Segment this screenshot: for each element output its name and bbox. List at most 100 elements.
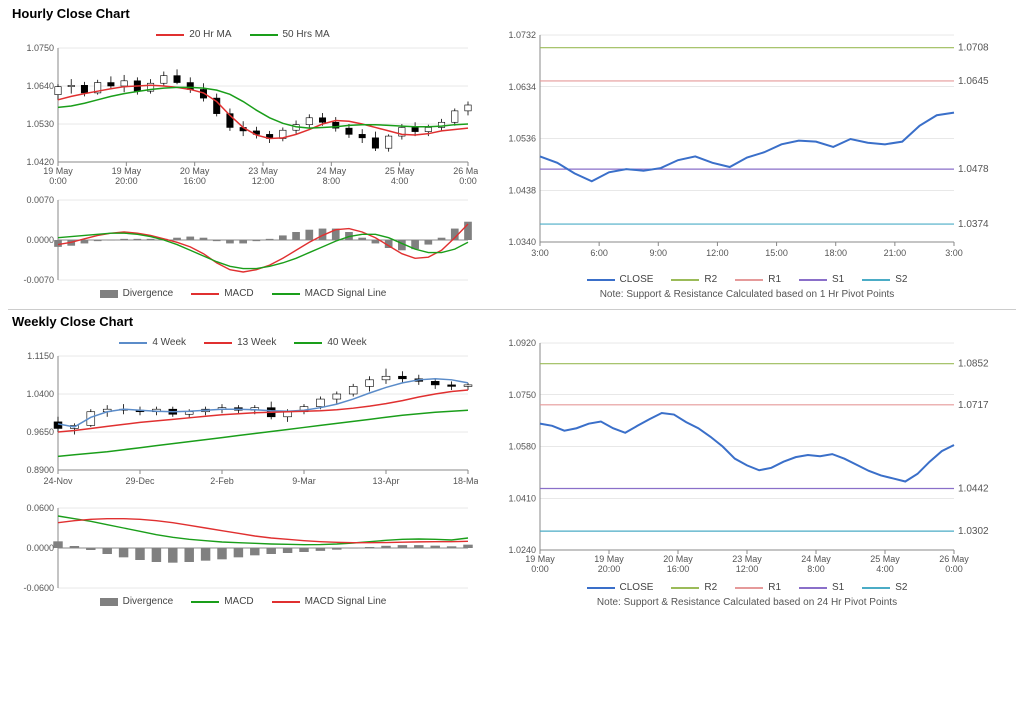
svg-text:0.0000: 0.0000 (26, 235, 54, 245)
legend-label: 50 Hrs MA (283, 29, 330, 40)
hourly-section: Hourly Close Chart 20 Hr MA50 Hrs MA 1.0… (8, 6, 1016, 301)
legend-label: CLOSE (620, 274, 654, 285)
weekly-price-legend: 4 Week 13 Week 40 Week (8, 337, 478, 348)
legend-swatch (191, 601, 219, 603)
legend-item: MACD Signal Line (272, 596, 387, 607)
hourly-macd-chart: -0.0070 0.0000 0.0070 (8, 196, 478, 286)
svg-text:12:00: 12:00 (706, 248, 729, 258)
legend-swatch (587, 587, 615, 589)
svg-text:9:00: 9:00 (650, 248, 668, 258)
svg-text:25 May: 25 May (870, 554, 900, 564)
legend-label: 4 Week (152, 337, 186, 348)
legend-item: S2 (862, 582, 907, 593)
legend-label: Divergence (123, 288, 174, 299)
svg-text:19 May: 19 May (43, 166, 73, 176)
legend-swatch (272, 601, 300, 603)
svg-text:6:00: 6:00 (590, 248, 608, 258)
hourly-row: 20 Hr MA50 Hrs MA 1.04201.05301.06401.07… (8, 27, 1016, 301)
svg-text:1.0442: 1.0442 (958, 484, 989, 495)
hourly-price-legend: 20 Hr MA50 Hrs MA (8, 29, 478, 40)
hourly-macd-legend: Divergence MACD MACD Signal Line (8, 288, 478, 299)
hourly-pivot-chart: 1.03401.04381.05361.06341.07323:006:009:… (492, 27, 1002, 272)
legend-item: MACD (191, 596, 253, 607)
svg-text:18:00: 18:00 (824, 248, 847, 258)
svg-text:19 May: 19 May (112, 166, 142, 176)
legend-label: R1 (768, 582, 781, 593)
hourly-price-chart: 1.04201.05301.06401.075019 May0:0019 May… (8, 42, 478, 192)
svg-text:1.0400: 1.0400 (26, 389, 54, 399)
legend-swatch (272, 293, 300, 295)
weekly-price-chart: 0.89000.96501.04001.115024-Nov29-Dec2-Fe… (8, 350, 478, 500)
legend-swatch (799, 279, 827, 281)
legend-label: R1 (768, 274, 781, 285)
svg-text:1.0536: 1.0536 (508, 134, 536, 144)
legend-label: Divergence (123, 596, 174, 607)
svg-text:1.0717: 1.0717 (958, 400, 989, 411)
legend-item: R1 (735, 582, 781, 593)
legend-label: S1 (832, 274, 844, 285)
svg-text:0.0600: 0.0600 (26, 504, 54, 513)
legend-item: S1 (799, 274, 844, 285)
svg-text:0:00: 0:00 (945, 564, 963, 574)
weekly-pivot-note: Note: Support & Resistance Calculated ba… (492, 597, 1002, 608)
divider (8, 309, 1016, 310)
legend-label: 40 Week (327, 337, 366, 348)
svg-text:1.0580: 1.0580 (508, 442, 536, 452)
legend-label: S1 (832, 582, 844, 593)
svg-text:23 May: 23 May (732, 554, 762, 564)
weekly-section: Weekly Close Chart 4 Week13 Week40 Week … (8, 314, 1016, 609)
weekly-title: Weekly Close Chart (12, 314, 1016, 329)
legend-swatch (735, 279, 763, 281)
svg-text:1.0302: 1.0302 (958, 526, 989, 537)
svg-text:16:00: 16:00 (667, 564, 690, 574)
svg-text:16:00: 16:00 (183, 176, 206, 186)
svg-text:12:00: 12:00 (736, 564, 759, 574)
svg-text:21:00: 21:00 (884, 248, 907, 258)
svg-text:1.0438: 1.0438 (508, 185, 536, 195)
legend-item: CLOSE (587, 582, 654, 593)
svg-text:23 May: 23 May (248, 166, 278, 176)
svg-text:0:00: 0:00 (531, 564, 549, 574)
legend-item: R1 (735, 274, 781, 285)
svg-text:8:00: 8:00 (323, 176, 341, 186)
legend-swatch (671, 279, 699, 281)
hourly-pivot-note: Note: Support & Resistance Calculated ba… (492, 289, 1002, 300)
svg-text:24-Nov: 24-Nov (43, 476, 73, 486)
svg-text:1.0750: 1.0750 (508, 390, 536, 400)
svg-text:0.0070: 0.0070 (26, 196, 54, 205)
legend-label: S2 (895, 582, 907, 593)
legend-label: S2 (895, 274, 907, 285)
hourly-title: Hourly Close Chart (12, 6, 1016, 21)
legend-label: MACD Signal Line (305, 596, 387, 607)
legend-item: 40 Week (294, 337, 366, 348)
legend-swatch (862, 279, 890, 281)
legend-item: Divergence (100, 288, 174, 299)
hourly-pivot-legend: CLOSE R2 R1 S1 S2 (492, 274, 1002, 285)
svg-text:19 May: 19 May (525, 554, 555, 564)
weekly-macd-chart: -0.06000.00000.0600 (8, 504, 478, 594)
svg-text:19 May: 19 May (594, 554, 624, 564)
svg-text:8:00: 8:00 (807, 564, 825, 574)
svg-text:2-Feb: 2-Feb (210, 476, 234, 486)
svg-text:15:00: 15:00 (765, 248, 788, 258)
legend-label: CLOSE (620, 582, 654, 593)
legend-swatch (100, 598, 118, 606)
weekly-pivot-legend: CLOSER2R1S1S2 (492, 582, 1002, 593)
svg-text:25 May: 25 May (385, 166, 415, 176)
svg-text:9-Mar: 9-Mar (292, 476, 316, 486)
legend-label: 13 Week (237, 337, 276, 348)
weekly-macd-legend: Divergence MACD MACD Signal Line (8, 596, 478, 607)
svg-text:1.0640: 1.0640 (26, 81, 54, 91)
svg-text:1.0530: 1.0530 (26, 119, 54, 129)
svg-text:20 May: 20 May (180, 166, 210, 176)
svg-text:1.0750: 1.0750 (26, 43, 54, 53)
legend-label: MACD Signal Line (305, 288, 387, 299)
svg-text:20:00: 20:00 (115, 176, 138, 186)
svg-text:29-Dec: 29-Dec (125, 476, 155, 486)
svg-text:-0.0070: -0.0070 (23, 275, 54, 285)
svg-text:1.1150: 1.1150 (27, 351, 54, 361)
legend-item: R2 (671, 274, 717, 285)
svg-text:1.0340: 1.0340 (508, 237, 536, 247)
legend-item: MACD (191, 288, 253, 299)
legend-label: MACD (224, 596, 253, 607)
